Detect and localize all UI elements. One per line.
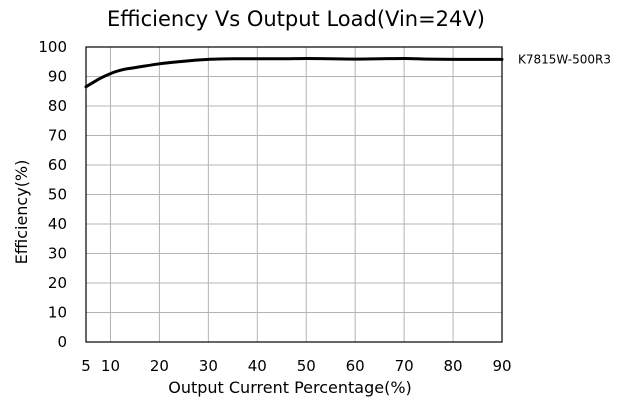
y-tick-label: 80 bbox=[48, 97, 67, 115]
y-tick-label: 0 bbox=[57, 333, 67, 351]
x-tick-label: 80 bbox=[444, 357, 463, 375]
y-tick-label: 50 bbox=[48, 186, 67, 204]
y-tick-label: 20 bbox=[48, 274, 67, 292]
x-tick-label: 60 bbox=[346, 357, 365, 375]
grid-lines bbox=[86, 47, 502, 342]
y-tick-labels: 0 10 20 30 40 50 60 70 80 90 100 bbox=[38, 38, 67, 351]
plot-frame bbox=[85, 46, 503, 343]
x-tick-label: 50 bbox=[297, 357, 316, 375]
x-tick-label: 20 bbox=[150, 357, 169, 375]
y-tick-label: 60 bbox=[48, 156, 67, 174]
y-tick-label: 30 bbox=[48, 245, 67, 263]
x-tick-labels: 5 10 20 30 40 50 60 70 80 90 bbox=[81, 357, 511, 375]
x-tick-label: 5 bbox=[81, 357, 91, 375]
y-tick-label: 90 bbox=[48, 68, 67, 86]
y-axis-label: Efficiency(%) bbox=[12, 160, 31, 265]
series-line-0 bbox=[84, 57, 504, 89]
plot-border bbox=[85, 46, 503, 343]
x-tick-label: 90 bbox=[492, 357, 511, 375]
y-tick-label: 10 bbox=[48, 304, 67, 322]
series-legend-label: K7815W-500R3 bbox=[518, 52, 611, 66]
x-tick-label: 10 bbox=[101, 357, 120, 375]
y-tick-label: 70 bbox=[48, 127, 67, 145]
x-tick-label: 40 bbox=[248, 357, 267, 375]
y-tick-label: 40 bbox=[48, 215, 67, 233]
x-tick-label: 70 bbox=[395, 357, 414, 375]
x-axis-label: Output Current Percentage(%) bbox=[168, 378, 412, 397]
x-tick-label: 30 bbox=[199, 357, 218, 375]
y-tick-label: 100 bbox=[38, 38, 67, 56]
series-layer: K7815W-500R3 bbox=[84, 52, 611, 89]
chart-title: Efficiency Vs Output Load(Vin=24V) bbox=[107, 7, 485, 31]
